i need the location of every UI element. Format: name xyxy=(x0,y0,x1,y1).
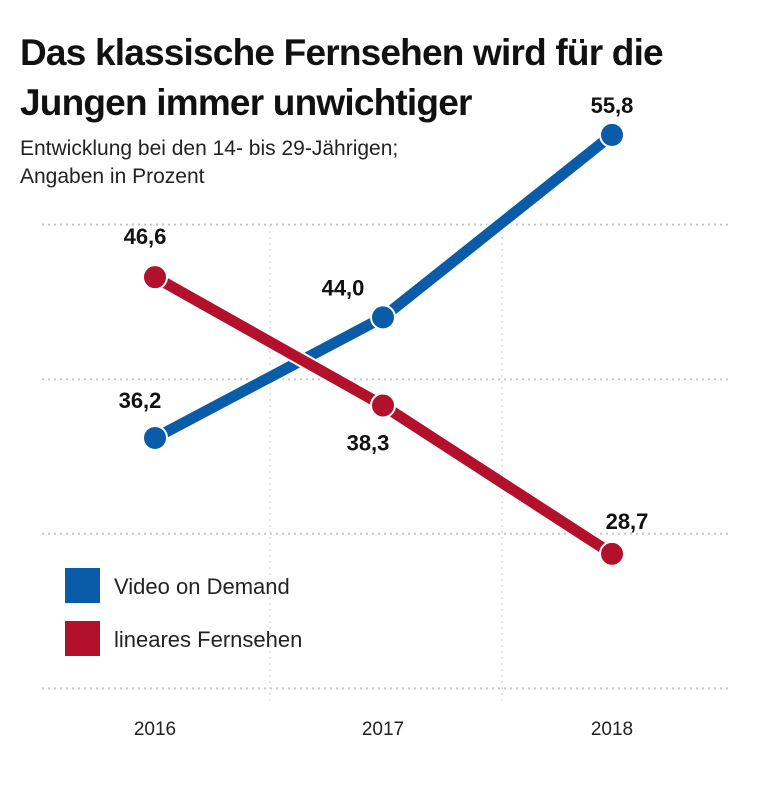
data-point xyxy=(370,392,396,419)
chart-subtitle: Entwicklung bei den 14- bis 29-Jährigen;… xyxy=(20,135,398,191)
legend-label: lineares Fernsehen xyxy=(114,627,302,652)
legend-label: Video on Demand xyxy=(114,574,290,599)
x-tick-label: 2017 xyxy=(362,719,404,740)
data-label: 38,3 xyxy=(347,430,390,455)
data-point xyxy=(599,121,625,148)
legend-swatch xyxy=(65,621,100,656)
data-label: 44,0 xyxy=(322,275,365,300)
data-label: 55,8 xyxy=(591,93,634,118)
data-label: 28,7 xyxy=(606,509,649,534)
legend-swatch xyxy=(65,568,100,603)
subtitle-line: Angaben in Prozent xyxy=(20,165,205,188)
data-point xyxy=(142,424,168,451)
data-label: 46,6 xyxy=(124,224,167,249)
x-tick-label: 2016 xyxy=(134,719,176,740)
chart-title: Das klassische Fernsehen wird für die Ju… xyxy=(20,32,664,123)
data-point xyxy=(370,304,396,331)
subtitle-line: Entwicklung bei den 14- bis 29-Jährigen; xyxy=(20,137,399,160)
data-point xyxy=(599,540,625,567)
x-tick-label: 2018 xyxy=(591,719,633,740)
data-label: 36,2 xyxy=(119,388,162,413)
data-point xyxy=(142,264,168,291)
